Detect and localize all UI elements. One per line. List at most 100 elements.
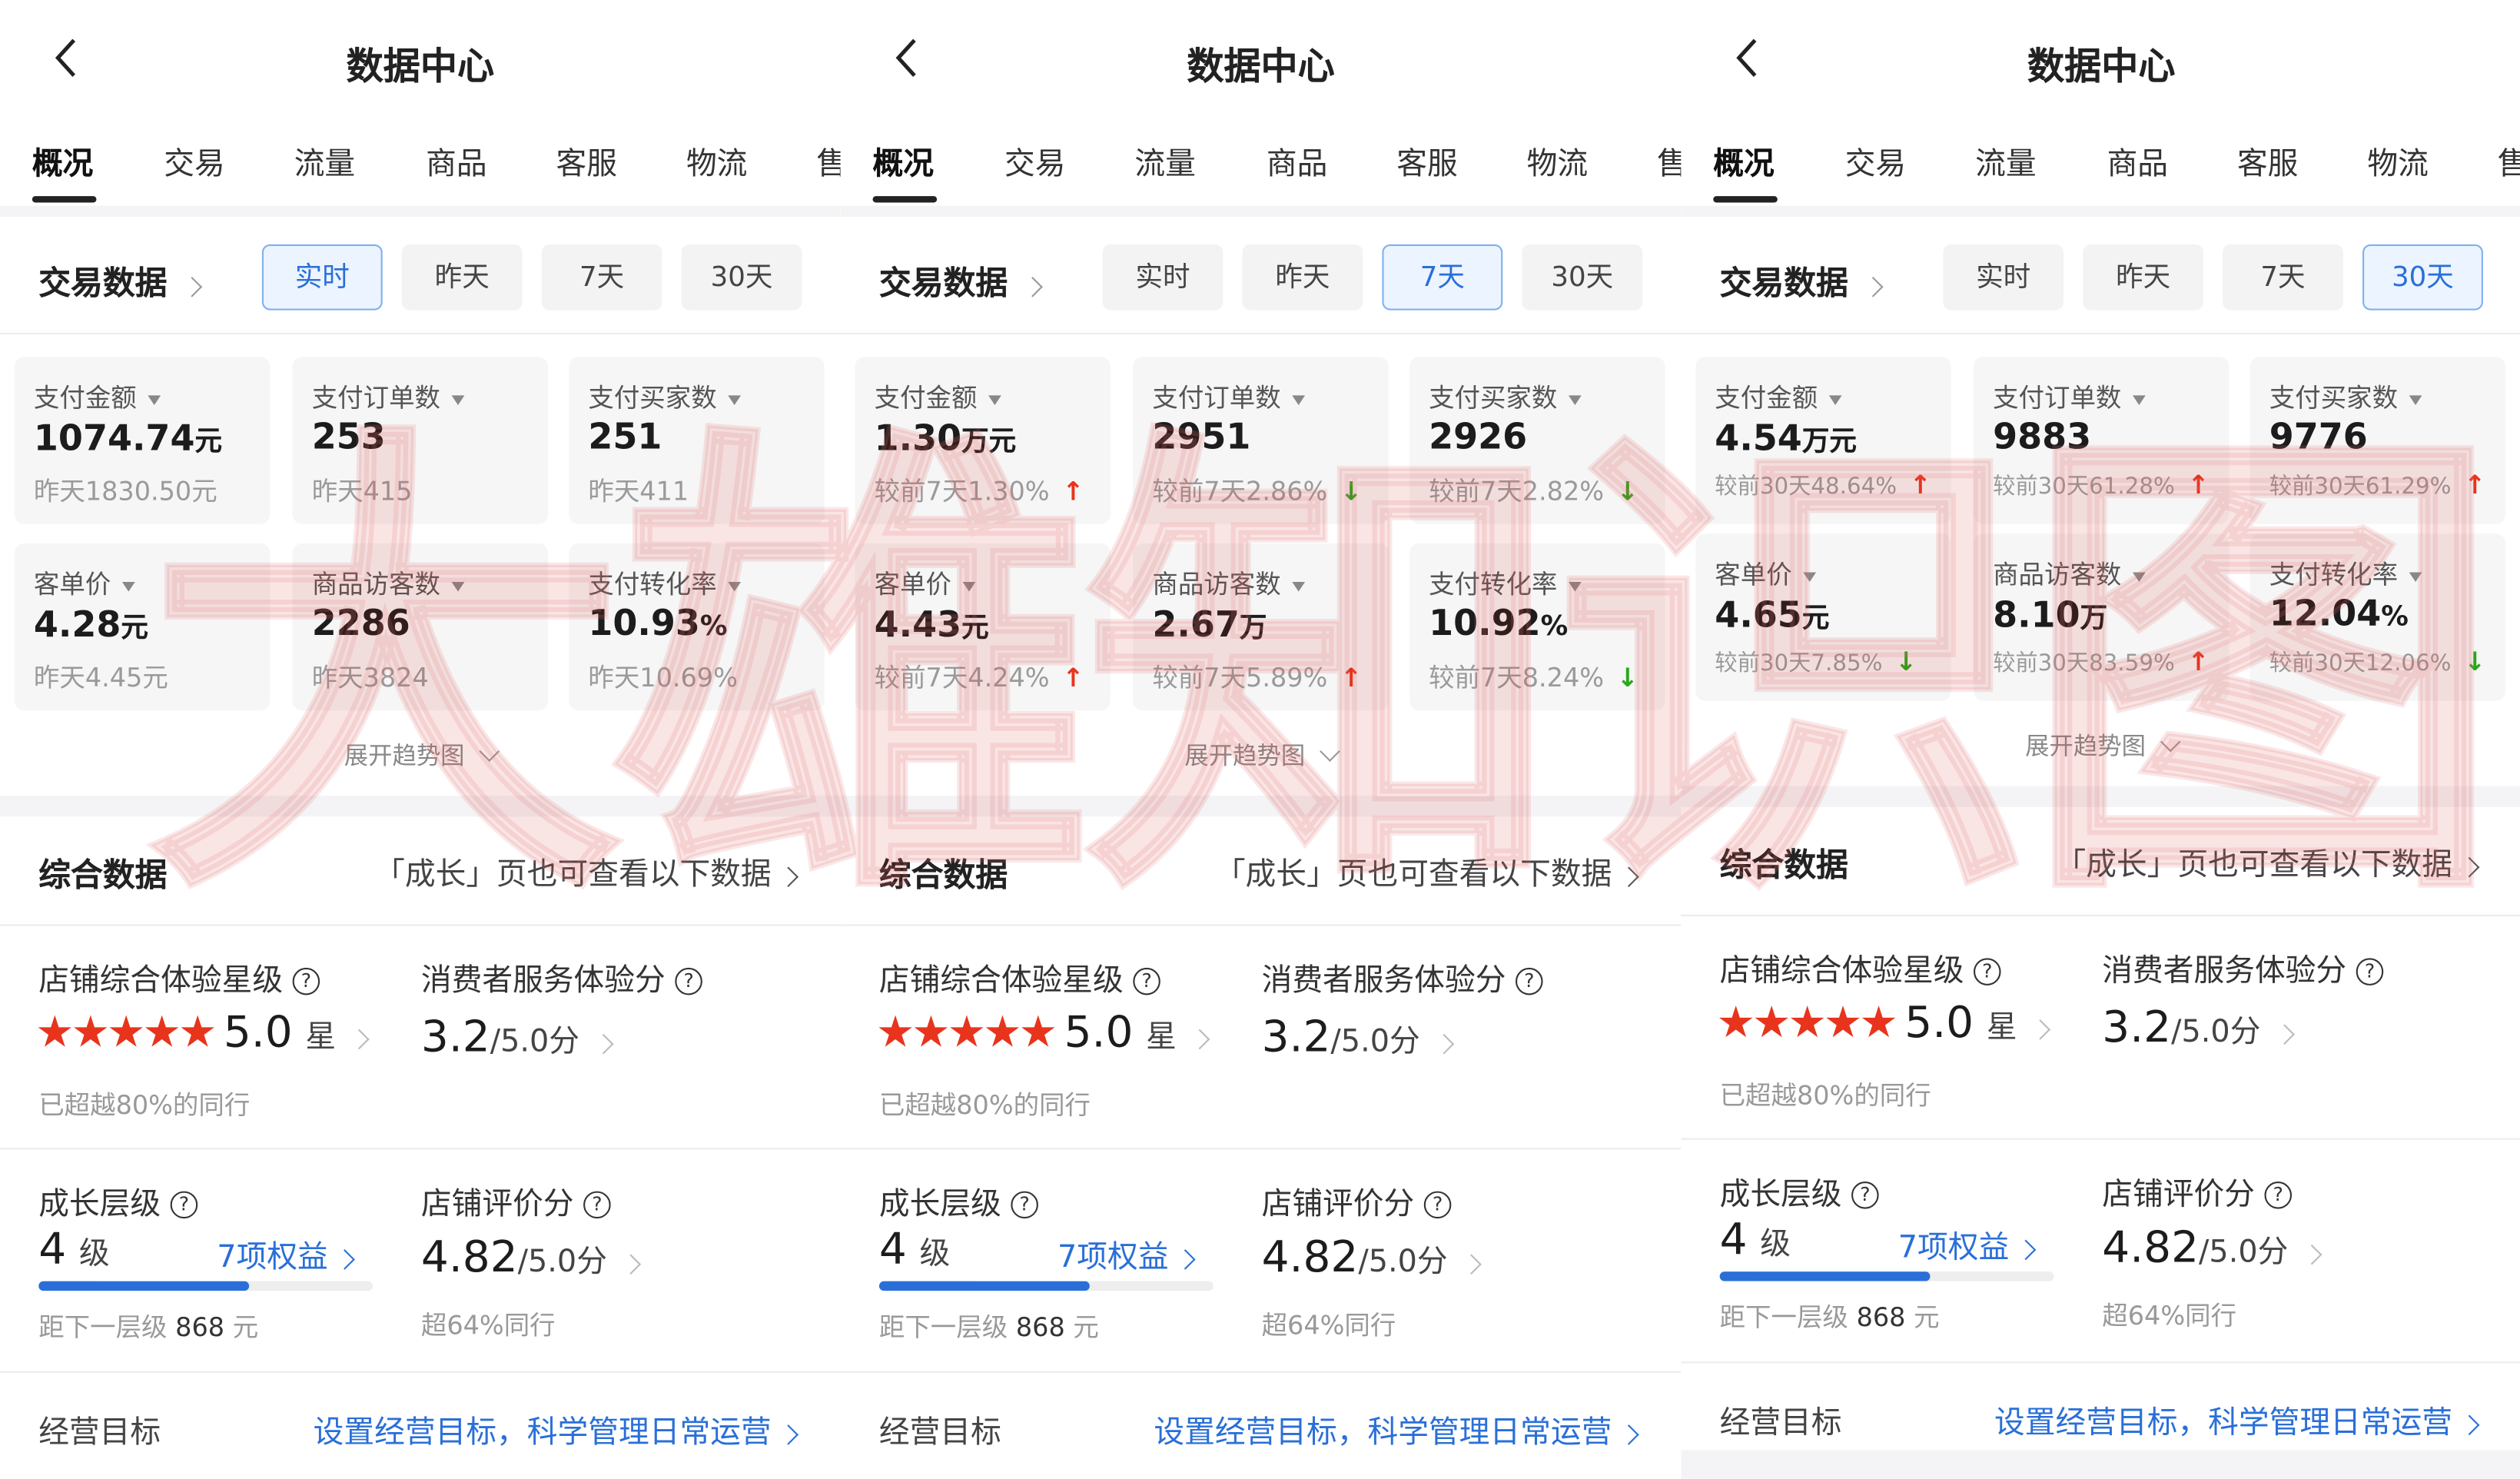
metric-card[interactable]: 客单价 4.28元 昨天4.45元 bbox=[14, 543, 271, 711]
growth-page-link[interactable]: 「成长」页也可查看以下数据 bbox=[2056, 841, 2480, 884]
metric-card[interactable]: 支付订单数 9883 较前30天61.28% ↑ bbox=[1973, 357, 2229, 524]
help-icon[interactable]: ? bbox=[1011, 1191, 1038, 1219]
tab-2[interactable]: 流量 bbox=[294, 146, 356, 182]
metric-label[interactable]: 支付买家数 bbox=[1429, 376, 1582, 414]
metric-label[interactable]: 支付订单数 bbox=[1152, 376, 1306, 414]
help-icon[interactable]: ? bbox=[292, 967, 320, 995]
metric-label[interactable]: 客单价 bbox=[34, 563, 135, 601]
store-star-rating[interactable]: ★★★★★ 5.0 星 bbox=[35, 1008, 370, 1058]
tab-5[interactable]: 物流 bbox=[2367, 146, 2429, 182]
tab-2[interactable]: 流量 bbox=[1134, 146, 1196, 182]
tab-3[interactable]: 商品 bbox=[1266, 146, 1328, 182]
store-review-score[interactable]: 4.82/5.0分 bbox=[421, 1233, 641, 1283]
range-button-2[interactable]: 7天 bbox=[2223, 244, 2343, 311]
service-score[interactable]: 3.2/5.0分 bbox=[1262, 1012, 1454, 1062]
help-icon[interactable]: ? bbox=[583, 1191, 611, 1219]
metric-label[interactable]: 支付金额 bbox=[34, 376, 161, 414]
metric-card[interactable]: 支付订单数 253 昨天415 bbox=[292, 357, 549, 524]
metric-card[interactable]: 商品访客数 2286 昨天3824 bbox=[292, 543, 549, 711]
help-icon[interactable]: ? bbox=[1516, 967, 1543, 995]
metric-card[interactable]: 客单价 4.43元 较前7天4.24% ↑ bbox=[855, 543, 1111, 711]
tab-2[interactable]: 流量 bbox=[1975, 146, 2037, 182]
benefits-link[interactable]: 7项权益 bbox=[1057, 1233, 1196, 1276]
metric-label[interactable]: 商品访客数 bbox=[1993, 553, 2146, 591]
tab-6[interactable]: 售 bbox=[1657, 140, 1681, 183]
metric-label[interactable]: 支付订单数 bbox=[1993, 376, 2146, 414]
range-button-0[interactable]: 实时 bbox=[1943, 244, 2064, 311]
metric-card[interactable]: 支付订单数 2951 较前7天2.86% ↓ bbox=[1133, 357, 1389, 524]
tab-5[interactable]: 物流 bbox=[686, 146, 748, 182]
help-icon[interactable]: ? bbox=[1133, 967, 1160, 995]
benefits-link[interactable]: 7项权益 bbox=[1898, 1223, 2037, 1266]
store-star-rating[interactable]: ★★★★★ 5.0 星 bbox=[1716, 999, 2051, 1048]
tab-4[interactable]: 客服 bbox=[2236, 146, 2299, 182]
metric-label[interactable]: 支付金额 bbox=[1715, 376, 1842, 414]
range-button-1[interactable]: 昨天 bbox=[401, 244, 523, 311]
range-button-1[interactable]: 昨天 bbox=[2083, 244, 2204, 311]
tab-0[interactable]: 概况 bbox=[32, 146, 94, 182]
range-button-2[interactable]: 7天 bbox=[541, 244, 662, 311]
back-chevron-icon[interactable] bbox=[51, 35, 81, 81]
metric-card[interactable]: 支付转化率 10.92% 较前7天8.24% ↓ bbox=[1409, 543, 1665, 711]
metric-card[interactable]: 支付转化率 10.93% 昨天10.69% bbox=[569, 543, 825, 711]
expand-trend-button[interactable]: 展开趋势图 bbox=[0, 738, 841, 772]
growth-page-link[interactable]: 「成长」页也可查看以下数据 bbox=[374, 850, 799, 893]
tab-1[interactable]: 交易 bbox=[164, 146, 225, 182]
metric-card[interactable]: 支付金额 1074.74元 昨天1830.50元 bbox=[14, 357, 271, 524]
metric-label[interactable]: 客单价 bbox=[1715, 553, 1817, 591]
tab-4[interactable]: 客服 bbox=[1396, 146, 1458, 182]
back-chevron-icon[interactable] bbox=[892, 35, 921, 81]
help-icon[interactable]: ? bbox=[1423, 1191, 1452, 1219]
metric-label[interactable]: 支付金额 bbox=[875, 376, 1001, 414]
metric-card[interactable]: 客单价 4.65元 较前30天7.85% ↓ bbox=[1695, 533, 1951, 701]
metric-card[interactable]: 支付买家数 2926 较前7天2.82% ↓ bbox=[1409, 357, 1665, 524]
set-business-goal-link[interactable]: 设置经营目标，科学管理日常运营 bbox=[1154, 1408, 1639, 1451]
tab-0[interactable]: 概况 bbox=[872, 146, 935, 182]
benefits-link[interactable]: 7项权益 bbox=[217, 1233, 356, 1276]
service-score[interactable]: 3.2/5.0分 bbox=[2102, 1003, 2295, 1053]
metric-card[interactable]: 支付买家数 9776 较前30天61.29% ↑ bbox=[2249, 357, 2506, 524]
range-button-1[interactable]: 昨天 bbox=[1242, 244, 1363, 311]
tab-6[interactable]: 售 bbox=[2498, 140, 2520, 183]
store-review-score[interactable]: 4.82/5.0分 bbox=[2102, 1223, 2322, 1273]
metric-label[interactable]: 支付买家数 bbox=[2269, 376, 2422, 414]
help-icon[interactable]: ? bbox=[675, 967, 702, 995]
tab-1[interactable]: 交易 bbox=[1004, 146, 1066, 182]
metric-card[interactable]: 支付买家数 251 昨天411 bbox=[569, 357, 825, 524]
tab-6[interactable]: 售 bbox=[816, 140, 840, 183]
store-review-score[interactable]: 4.82/5.0分 bbox=[1262, 1233, 1482, 1283]
metric-label[interactable]: 支付买家数 bbox=[588, 376, 742, 414]
trade-data-title[interactable]: 交易数据 bbox=[1720, 258, 1884, 304]
tab-0[interactable]: 概况 bbox=[1713, 146, 1775, 182]
metric-label[interactable]: 商品访客数 bbox=[1152, 563, 1306, 601]
back-chevron-icon[interactable] bbox=[1732, 35, 1761, 81]
service-score[interactable]: 3.2/5.0分 bbox=[421, 1012, 613, 1062]
tab-3[interactable]: 商品 bbox=[2107, 146, 2169, 182]
metric-label[interactable]: 支付转化率 bbox=[588, 563, 742, 601]
tab-3[interactable]: 商品 bbox=[426, 146, 487, 182]
trade-data-title[interactable]: 交易数据 bbox=[879, 258, 1043, 304]
tab-1[interactable]: 交易 bbox=[1844, 146, 1907, 182]
metric-label[interactable]: 支付转化率 bbox=[1429, 563, 1582, 601]
store-star-rating[interactable]: ★★★★★ 5.0 星 bbox=[876, 1008, 1210, 1058]
range-button-3[interactable]: 30天 bbox=[1522, 244, 1643, 311]
metric-card[interactable]: 支付金额 4.54万元 较前30天48.64% ↑ bbox=[1695, 357, 1951, 524]
tab-4[interactable]: 客服 bbox=[556, 146, 618, 182]
metric-label[interactable]: 商品访客数 bbox=[312, 563, 465, 601]
metric-label[interactable]: 支付转化率 bbox=[2269, 553, 2422, 591]
set-business-goal-link[interactable]: 设置经营目标，科学管理日常运营 bbox=[1994, 1398, 2480, 1441]
expand-trend-button[interactable]: 展开趋势图 bbox=[841, 738, 1682, 772]
expand-trend-button[interactable]: 展开趋势图 bbox=[1681, 728, 2520, 762]
metric-card[interactable]: 商品访客数 8.10万 较前30天83.59% ↑ bbox=[1973, 533, 2229, 701]
metric-card[interactable]: 支付转化率 12.04% 较前30天12.06% ↓ bbox=[2249, 533, 2506, 701]
help-icon[interactable]: ? bbox=[1974, 958, 2001, 985]
metric-card[interactable]: 商品访客数 2.67万 较前7天5.89% ↑ bbox=[1133, 543, 1389, 711]
growth-page-link[interactable]: 「成长」页也可查看以下数据 bbox=[1215, 850, 1639, 893]
trade-data-title[interactable]: 交易数据 bbox=[38, 258, 203, 304]
metric-label[interactable]: 支付订单数 bbox=[312, 376, 465, 414]
metric-card[interactable]: 支付金额 1.30万元 较前7天1.30% ↑ bbox=[855, 357, 1111, 524]
set-business-goal-link[interactable]: 设置经营目标，科学管理日常运营 bbox=[314, 1408, 799, 1451]
help-icon[interactable]: ? bbox=[1851, 1182, 1879, 1209]
help-icon[interactable]: ? bbox=[2264, 1182, 2293, 1209]
range-button-3[interactable]: 30天 bbox=[681, 244, 802, 311]
